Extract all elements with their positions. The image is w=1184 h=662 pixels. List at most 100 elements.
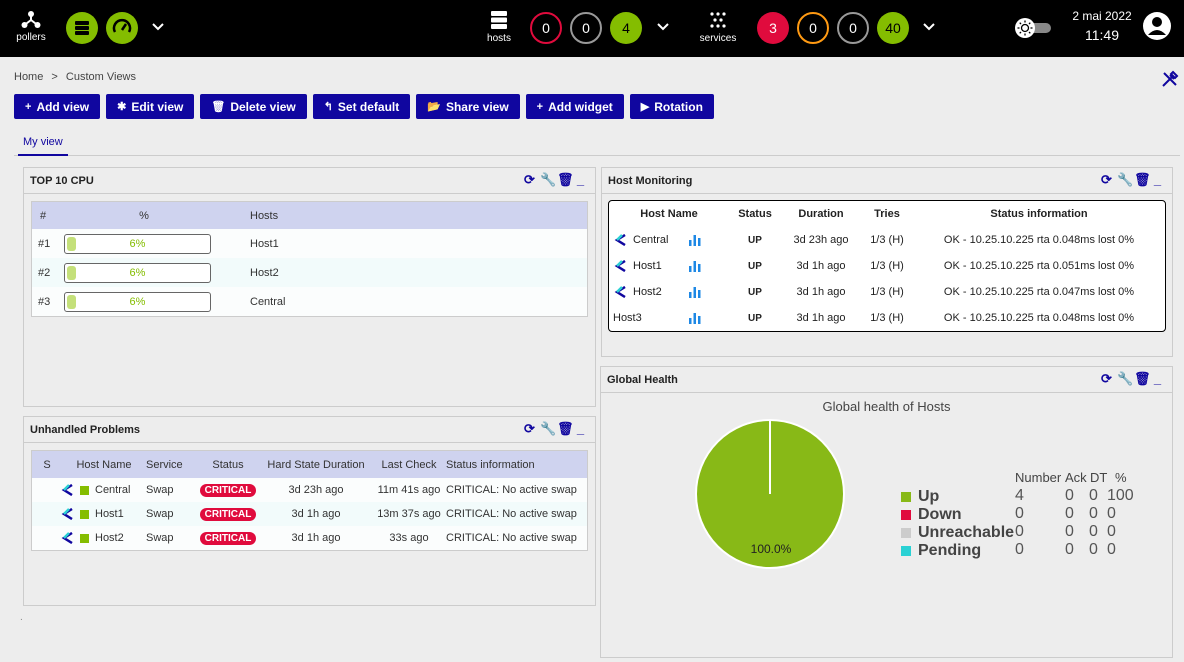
col-hosts: Hosts (224, 202, 587, 229)
latency-status-button[interactable] (106, 12, 138, 44)
trash-icon[interactable]: 🗑 (557, 421, 574, 436)
services-unknown-count[interactable]: 0 (837, 12, 869, 44)
host-name-text[interactable]: Central (633, 233, 669, 246)
service-cell[interactable]: Swap (146, 478, 196, 502)
hosts-menu[interactable]: hosts (482, 10, 516, 44)
legend-ack: 0 (1065, 487, 1074, 504)
theme-toggle[interactable] (1013, 17, 1053, 42)
host-cell[interactable]: Host2 (224, 258, 587, 287)
graph-icon[interactable] (689, 234, 701, 246)
host-name-text[interactable]: Host3 (613, 312, 642, 324)
legend-header-ack: Ack (1065, 470, 1087, 485)
host-name-text[interactable]: Host1 (95, 507, 124, 520)
host-status-square (80, 485, 89, 495)
refresh-icon[interactable]: ⟳ (524, 421, 535, 436)
add-view-button[interactable]: + Add view (14, 94, 101, 119)
pollers-menu[interactable]: pollers (12, 10, 50, 43)
wrench-icon[interactable]: 🔧 (540, 421, 557, 436)
breadcrumb-current[interactable]: Custom Views (65, 71, 137, 83)
delete-view-button[interactable]: 🗑 Delete view (200, 94, 307, 119)
edit-view-button[interactable]: ✱ Edit view (106, 94, 195, 119)
legend-swatch (901, 510, 911, 520)
host-name-cell[interactable]: Host2 (61, 526, 146, 550)
col-tries: Tries (874, 208, 900, 220)
legend-header-number: Number (1015, 470, 1062, 485)
status-cell: CRITICAL (196, 502, 260, 526)
services-ok-count[interactable]: 40 (877, 12, 909, 44)
minimize-icon[interactable]: _ (576, 172, 585, 187)
legend-number: 4 (1015, 487, 1024, 504)
refresh-icon[interactable]: ⟳ (524, 172, 535, 187)
legend-pct: 100 (1107, 487, 1134, 504)
services-menu[interactable]: services (696, 10, 740, 44)
wrench-icon[interactable]: 🔧 (1117, 371, 1134, 386)
table-row: Host3 UP 3d 1h ago 1/3 (H) OK - 10.25.10.225… (609, 305, 1165, 331)
minimize-icon[interactable]: _ (1153, 172, 1162, 187)
refresh-icon[interactable]: ⟳ (1101, 371, 1112, 386)
trash-icon[interactable]: 🗑 (1134, 371, 1151, 386)
date-text: 2 mai 2022 (1072, 9, 1132, 23)
cpu-bar-fill (67, 265, 76, 280)
chevron-down-icon[interactable] (656, 20, 670, 34)
service-cell[interactable]: Swap (146, 502, 196, 526)
wrench-icon[interactable]: 🔧 (1117, 172, 1134, 187)
legend-header-percent: % (1115, 470, 1127, 485)
graph-icon[interactable] (689, 286, 701, 298)
service-cell[interactable]: Swap (146, 526, 196, 550)
host-name-text[interactable]: Host2 (633, 285, 662, 298)
trash-icon[interactable]: 🗑 (557, 172, 574, 187)
health-pie-chart: 100.0% (695, 419, 845, 569)
legend-name: Unreachable (918, 524, 1015, 541)
minimize-icon[interactable]: _ (576, 421, 585, 436)
hosts-label: hosts (487, 33, 511, 44)
host-name-cell[interactable]: Host1 (609, 253, 729, 279)
host-name-cell[interactable]: Host3 (609, 305, 729, 331)
add-widget-button[interactable]: + Add widget (525, 94, 624, 119)
chevron-down-icon[interactable] (922, 20, 936, 34)
status-text: UP (748, 312, 762, 324)
rotation-button[interactable]: ▶ Rotation (629, 94, 714, 119)
s-cell (32, 502, 62, 526)
wrench-icon[interactable]: 🔧 (540, 172, 557, 187)
host-name-cell[interactable]: Host2 (609, 279, 729, 305)
breadcrumb-home[interactable]: Home (14, 71, 44, 83)
duration-cell: 3d 1h ago (796, 312, 846, 324)
legend-pct: 0 (1107, 523, 1116, 540)
legend-dt: 0 (1089, 487, 1098, 504)
trash-icon[interactable]: 🗑 (1134, 172, 1151, 187)
tab-my-view[interactable]: My view (18, 130, 68, 156)
user-menu[interactable] (1142, 11, 1172, 44)
host-name-cell[interactable]: Central (61, 478, 146, 502)
host-cell[interactable]: Host1 (224, 229, 587, 258)
host-name-text[interactable]: Host1 (633, 259, 662, 272)
graph-icon[interactable] (689, 260, 701, 272)
hosts-up-count[interactable]: 4 (610, 12, 642, 44)
breadcrumb-separator: > (51, 71, 58, 83)
host-cell[interactable]: Central (224, 287, 587, 316)
cpu-table: # % Hosts #1 6% Host1 #2 6% Host2 #3 6% (31, 201, 588, 317)
legend-name: Down (918, 506, 962, 523)
services-critical-count[interactable]: 3 (757, 12, 789, 44)
hosts-down-count[interactable]: 0 (530, 12, 562, 44)
host-status-square (80, 509, 89, 519)
minimize-icon[interactable]: _ (1153, 371, 1162, 386)
database-status-button[interactable] (66, 12, 98, 44)
legend-dt: 0 (1089, 523, 1098, 540)
services-warning-count[interactable]: 0 (797, 12, 829, 44)
col-status: Status (738, 208, 772, 220)
chevron-down-icon[interactable] (151, 20, 165, 34)
host-name-cell[interactable]: Central (609, 227, 729, 253)
add-widget-label: Add widget (548, 99, 613, 114)
set-default-button[interactable]: ↰ Set default (312, 94, 411, 119)
legend-item: Pending (901, 542, 981, 560)
share-view-button[interactable]: 📂 Share view (416, 94, 520, 119)
status-info-cell: OK - 10.25.10.225 rta 0.051ms lost 0% (943, 260, 1135, 272)
hosts-unreachable-count[interactable]: 0 (570, 12, 602, 44)
host-name-cell[interactable]: Host1 (61, 502, 146, 526)
host-name-text[interactable]: Host2 (95, 531, 124, 544)
host-name-text[interactable]: Central (95, 483, 131, 496)
cpu-bar: 6% (64, 291, 211, 312)
edit-mode-icon[interactable] (1161, 70, 1179, 91)
graph-icon[interactable] (689, 312, 701, 324)
refresh-icon[interactable]: ⟳ (1101, 172, 1112, 187)
